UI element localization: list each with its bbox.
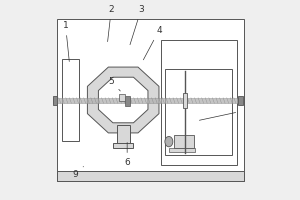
Bar xyxy=(57,171,244,181)
Bar xyxy=(165,69,232,155)
Bar xyxy=(53,96,57,105)
Ellipse shape xyxy=(165,136,173,147)
Bar xyxy=(113,143,133,148)
Text: 5: 5 xyxy=(108,77,120,91)
Polygon shape xyxy=(87,67,159,133)
Bar xyxy=(161,40,237,165)
Bar xyxy=(119,94,125,101)
Bar xyxy=(61,59,80,141)
Text: 4: 4 xyxy=(143,26,162,60)
Bar xyxy=(125,96,130,106)
Bar xyxy=(53,98,242,103)
Text: 6: 6 xyxy=(124,143,130,167)
Text: 9: 9 xyxy=(73,167,83,179)
Bar xyxy=(117,125,130,143)
Bar xyxy=(238,96,243,105)
Bar xyxy=(57,19,244,181)
Bar xyxy=(169,148,195,152)
Polygon shape xyxy=(98,77,148,123)
Bar xyxy=(183,93,187,108)
Bar xyxy=(174,135,194,148)
Text: 1: 1 xyxy=(63,21,69,61)
Text: 2: 2 xyxy=(108,5,114,42)
Text: 3: 3 xyxy=(130,5,144,45)
